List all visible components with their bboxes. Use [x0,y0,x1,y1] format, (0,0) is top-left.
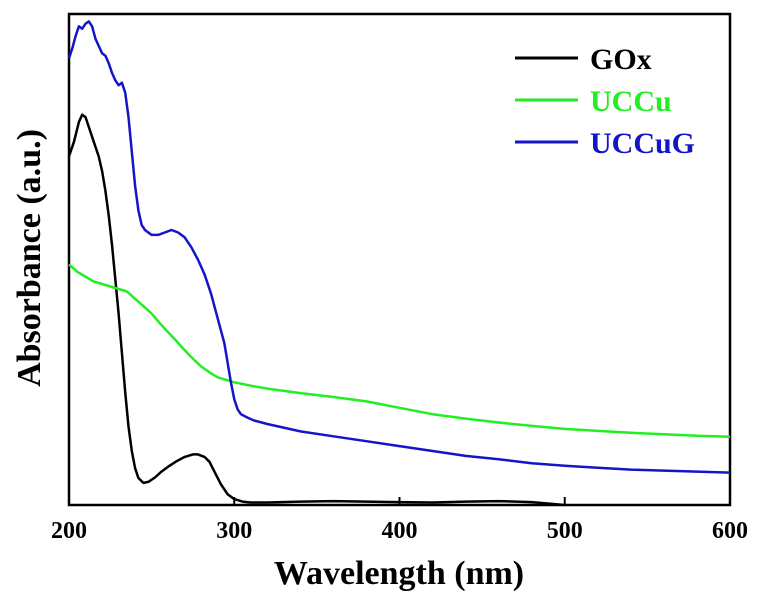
x-tick-label: 200 [51,518,87,544]
x-tick-label: 500 [547,518,583,544]
y-axis-title: Absorbance (a.u.) [11,129,48,387]
x-axis-ticks: 200 300 400 500 600 [51,497,748,544]
x-axis-title: Wavelength (nm) [274,555,524,592]
series-line-uccu [68,263,731,439]
legend-label-uccug: UCCuG [590,127,695,160]
x-tick-label: 300 [216,518,252,544]
series-line-uccug [67,20,731,474]
legend-label-uccu: UCCu [590,85,672,118]
series-line-gox [67,113,565,507]
legend-label-gox: GOx [590,43,652,76]
series-layer [67,20,731,507]
legend: GOx UCCu UCCuG [515,43,695,160]
x-tick-label: 600 [712,518,748,544]
x-tick-label: 400 [382,518,418,544]
